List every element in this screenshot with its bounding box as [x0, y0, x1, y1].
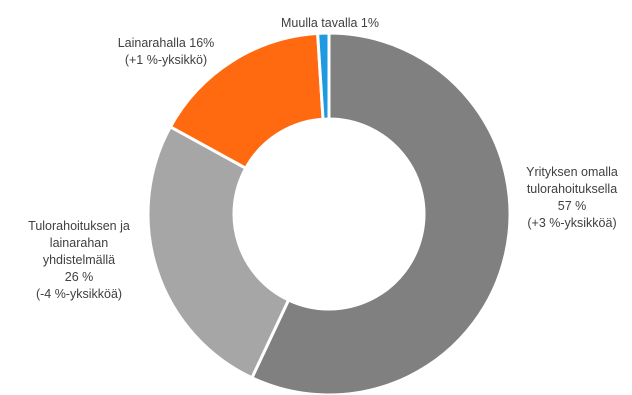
- slice-label-line: (-4 %-yksikköä): [36, 287, 122, 301]
- slice-label-line: (+1 %-yksikkö): [125, 53, 207, 67]
- slice-label-line: Yrityksen omalla: [526, 165, 618, 179]
- slice-label-line: Muulla tavalla 1%: [281, 16, 379, 30]
- donut-slice-4: [316, 31, 331, 121]
- slice-label-line: (+3 %-yksikköä): [527, 216, 616, 230]
- slice-label-line: Lainarahalla 16%: [118, 36, 215, 50]
- slice-label-line: 57 %: [558, 199, 587, 213]
- slice-label-4: Muulla tavalla 1%: [281, 16, 379, 30]
- slice-label-line: 26 %: [65, 270, 94, 284]
- donut-slice-3: [168, 31, 325, 171]
- donut-slice-2: [146, 124, 291, 380]
- slice-label-3: Lainarahalla 16% (+1 %-yksikkö): [118, 36, 215, 67]
- slice-label-line: Tulorahoituksen ja: [28, 219, 130, 233]
- slice-label-line: tulorahoituksella: [527, 182, 617, 196]
- slice-label-line: yhdistelmällä: [43, 253, 115, 267]
- slice-label-2: Tulorahoituksen ja lainarahan yhdistelmäll…: [28, 219, 130, 301]
- slice-label-line: lainarahan: [50, 236, 108, 250]
- slice-label-1: Yrityksen omalla tulorahoituksella 57 % (+3…: [526, 165, 618, 230]
